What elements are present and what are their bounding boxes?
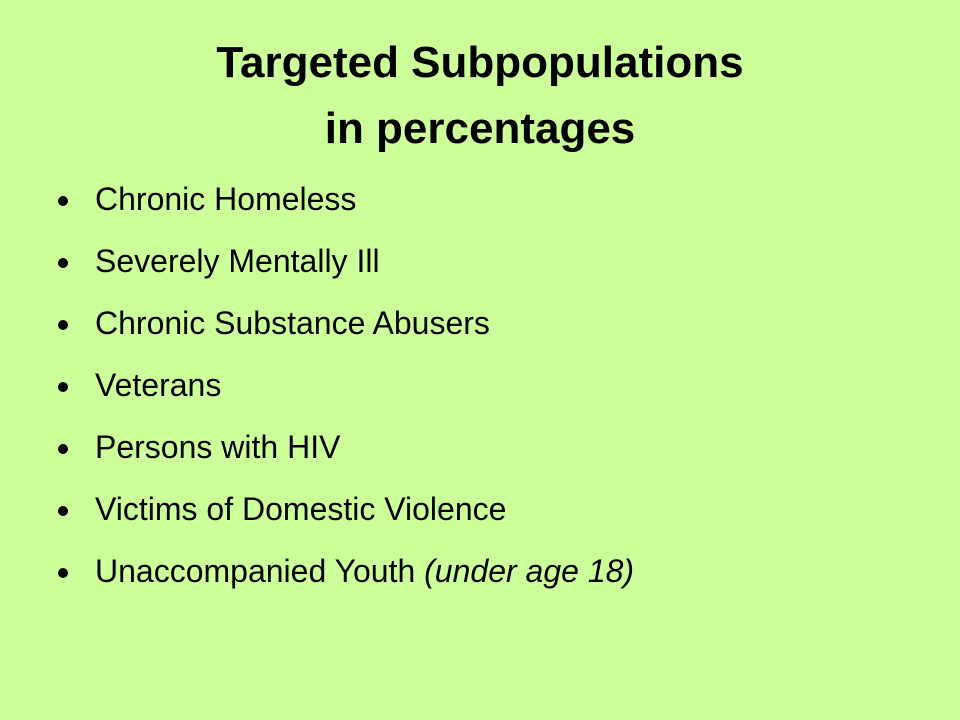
bullet-item: Severely Mentally Ill	[0, 230, 634, 292]
bullet-dot	[58, 320, 68, 330]
bullet-list: Chronic Homeless Severely Mentally Ill Chr…	[0, 168, 634, 602]
title-line: Targeted Subpopulations	[216, 38, 744, 87]
bullet-text: Persons with HIV	[95, 429, 341, 465]
bullet-text: Unaccompanied Youth	[95, 553, 416, 589]
bullet-item: Chronic Substance Abusers	[0, 292, 634, 354]
bullet-text: Victims of Domestic Violence	[95, 491, 507, 527]
bullet-note: (under age 18)	[424, 553, 635, 589]
bullet-dot	[58, 444, 68, 454]
title-line: in percentages	[324, 104, 636, 153]
bullet-text: Veterans	[95, 367, 222, 403]
bullet-dot	[58, 568, 68, 578]
slide-title: Targeted Subpopulations in percentages	[0, 30, 960, 162]
bullet-item: Chronic Homeless	[0, 168, 634, 230]
bullet-dot	[58, 258, 68, 268]
bullet-item: Unaccompanied Youth (under age 18)	[0, 540, 634, 602]
bullet-dot	[58, 196, 68, 206]
bullet-item: Veterans	[0, 354, 634, 416]
bullet-item: Persons with HIV	[0, 416, 634, 478]
bullet-dot	[58, 506, 68, 516]
bullet-text: Severely Mentally Ill	[95, 243, 380, 279]
bullet-item: Victims of Domestic Violence	[0, 478, 634, 540]
bullet-text: Chronic Homeless	[95, 181, 357, 217]
bullet-dot	[58, 382, 68, 392]
bullet-text: Chronic Substance Abusers	[95, 305, 490, 341]
